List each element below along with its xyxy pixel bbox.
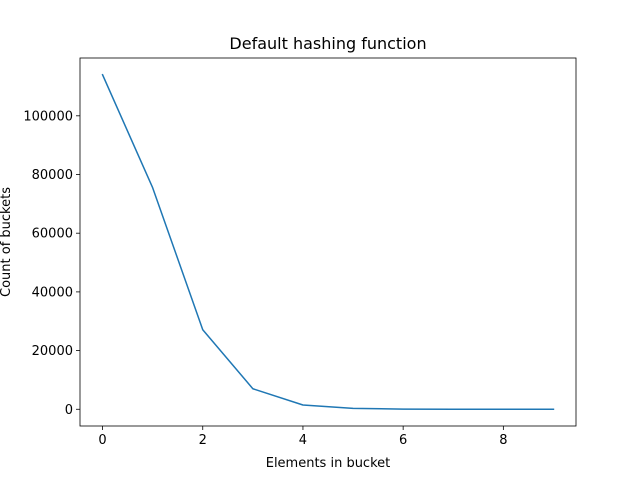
y-tick-label: 100000 bbox=[23, 109, 73, 124]
x-tick-label: 2 bbox=[199, 433, 207, 448]
series-line-0 bbox=[101, 73, 555, 411]
x-tick-label: 0 bbox=[98, 433, 106, 448]
plot-area bbox=[79, 57, 577, 427]
x-axis-label: Elements in bucket bbox=[266, 456, 391, 471]
y-tick-label: 0 bbox=[65, 403, 73, 418]
y-axis-label: Count of buckets bbox=[0, 187, 14, 297]
y-tick-label: 20000 bbox=[32, 344, 73, 359]
y-axis: 0 20000 40000 60000 80000 100000 bbox=[23, 109, 80, 418]
x-tick-label: 4 bbox=[299, 433, 307, 448]
y-tick-label: 80000 bbox=[32, 168, 73, 183]
x-tick-label: 8 bbox=[499, 433, 507, 448]
y-tick-label: 60000 bbox=[32, 227, 73, 242]
chart-title: Default hashing function bbox=[229, 34, 426, 53]
y-tick-label: 40000 bbox=[32, 285, 73, 300]
plot-frame bbox=[79, 57, 577, 427]
x-axis: 0 2 4 6 8 bbox=[98, 426, 507, 448]
x-tick-label: 6 bbox=[399, 433, 407, 448]
